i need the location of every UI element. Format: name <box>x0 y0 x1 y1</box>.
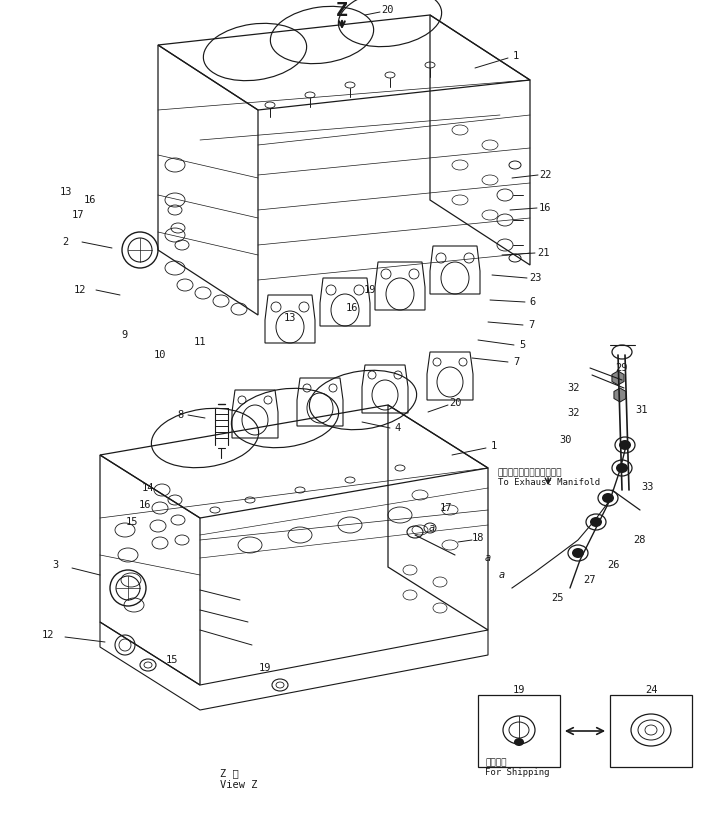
Text: 10: 10 <box>154 350 166 360</box>
Text: 16: 16 <box>139 500 152 510</box>
Text: 17: 17 <box>72 210 85 220</box>
Text: 1: 1 <box>513 51 519 61</box>
Text: 22: 22 <box>540 170 552 180</box>
Text: 11: 11 <box>194 337 207 347</box>
Text: 3: 3 <box>52 560 58 570</box>
Text: 31: 31 <box>636 405 649 415</box>
Text: 13: 13 <box>283 313 296 323</box>
Text: 8: 8 <box>177 410 183 420</box>
Text: 19: 19 <box>259 663 271 673</box>
Text: 18: 18 <box>472 533 484 543</box>
Text: 7: 7 <box>513 357 519 367</box>
Text: 23: 23 <box>529 273 541 283</box>
Text: 4: 4 <box>395 423 401 433</box>
Text: Z 視
View Z: Z 視 View Z <box>220 768 257 789</box>
Text: 30: 30 <box>560 435 572 445</box>
Text: 15: 15 <box>166 655 178 665</box>
Text: 16: 16 <box>539 203 551 213</box>
Text: 7: 7 <box>528 320 534 330</box>
Text: 21: 21 <box>537 248 549 258</box>
Text: 26: 26 <box>608 560 620 570</box>
Ellipse shape <box>590 517 602 527</box>
Text: 15: 15 <box>125 517 138 527</box>
Text: 33: 33 <box>642 482 654 492</box>
Text: 6: 6 <box>530 297 536 307</box>
Text: 12: 12 <box>42 630 54 640</box>
Text: 1: 1 <box>491 441 497 451</box>
Text: 20: 20 <box>381 5 394 15</box>
Text: 29: 29 <box>615 363 628 373</box>
Ellipse shape <box>619 440 631 450</box>
Text: a: a <box>485 553 491 563</box>
Bar <box>478 695 560 767</box>
Text: 19: 19 <box>364 285 376 295</box>
Text: 2: 2 <box>62 237 68 247</box>
Text: 20: 20 <box>450 398 462 408</box>
Text: エキゾーストマニホールヘ
To Exhaust Manifold: エキゾーストマニホールヘ To Exhaust Manifold <box>498 468 600 488</box>
Text: 5: 5 <box>519 340 525 350</box>
Text: 32: 32 <box>568 383 580 393</box>
Text: 32: 32 <box>568 408 580 418</box>
Text: 12: 12 <box>74 285 86 295</box>
Text: 28: 28 <box>634 535 646 545</box>
Ellipse shape <box>602 493 614 503</box>
Text: 14: 14 <box>142 483 154 493</box>
Text: a: a <box>499 570 505 580</box>
Text: 9: 9 <box>122 330 128 340</box>
Text: 27: 27 <box>584 575 596 585</box>
Text: 25: 25 <box>552 593 564 603</box>
Bar <box>610 695 692 767</box>
Ellipse shape <box>514 738 524 746</box>
Text: Z: Z <box>336 1 348 20</box>
Text: 遅送部品
For Shipping: 遅送部品 For Shipping <box>485 758 549 777</box>
Text: 13: 13 <box>60 187 72 197</box>
Text: 24: 24 <box>645 685 657 695</box>
Text: 17: 17 <box>440 503 452 513</box>
Ellipse shape <box>572 548 584 558</box>
Text: 16: 16 <box>345 303 358 313</box>
Text: 16: 16 <box>84 195 97 205</box>
Text: 19: 19 <box>513 685 525 695</box>
Ellipse shape <box>616 463 628 473</box>
Text: a: a <box>429 523 435 533</box>
